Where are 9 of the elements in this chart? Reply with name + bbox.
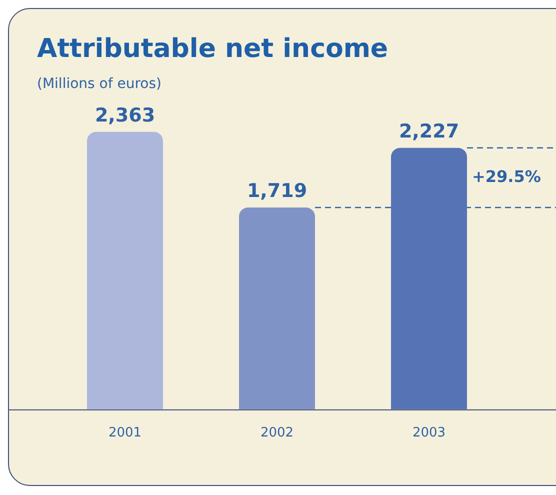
x-tick-label: 2001 <box>108 426 142 441</box>
data-label: 1,719 <box>246 180 308 202</box>
annotation: +29.5% <box>472 166 541 186</box>
data-label: 2,363 <box>94 104 156 126</box>
x-tick-label: 2002 <box>260 426 294 441</box>
chart-subtitle: (Millions of euros) <box>37 76 162 92</box>
chart-title: Attributable net income <box>37 34 388 64</box>
data-label: 2,227 <box>398 120 460 142</box>
x-tick-label: 2003 <box>412 426 446 441</box>
